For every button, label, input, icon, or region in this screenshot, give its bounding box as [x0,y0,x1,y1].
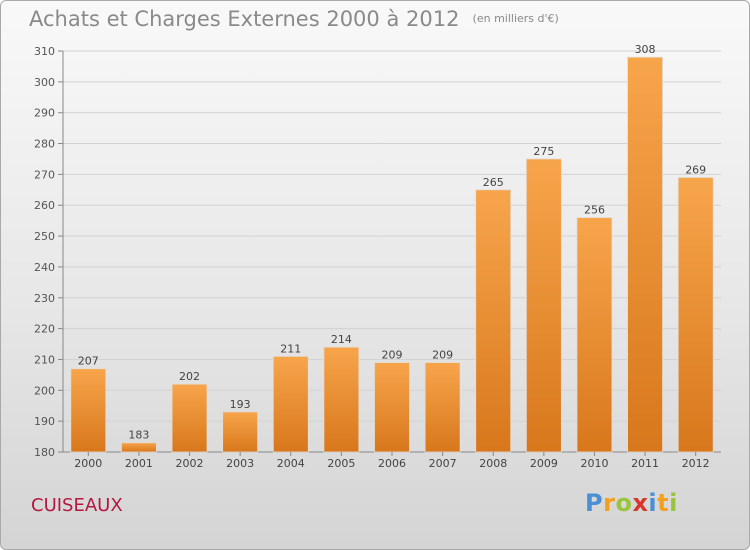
y-tick-label: 180 [34,446,55,459]
y-tick-label: 230 [34,292,55,305]
bar-value-label: 214 [331,333,352,346]
bar-value-label: 202 [179,370,200,383]
chart-title: Achats et Charges Externes 2000 à 2012 [29,7,460,31]
bar-value-label: 269 [685,163,706,176]
bar [272,355,309,453]
y-tick-label: 300 [34,76,55,89]
y-tick-label: 200 [34,384,55,397]
x-tick-label: 2012 [682,457,710,470]
y-tick-label: 270 [34,168,55,181]
bar [475,189,512,453]
bar [525,158,562,453]
chart-title-row: Achats et Charges Externes 2000 à 2012 (… [29,7,559,31]
x-tick-label: 2010 [580,457,608,470]
x-tick-label: 2003 [226,457,254,470]
bar-value-label: 193 [230,398,251,411]
x-tick-label: 2000 [74,457,102,470]
logo-letter: i [669,489,678,517]
bar [627,56,663,453]
bar [70,368,107,453]
proxiti-logo: Proxiti [585,489,678,517]
logo-letter: i [648,489,658,517]
bar-value-label: 265 [483,176,504,189]
y-tick-label: 260 [34,199,55,212]
x-tick-label: 2001 [125,457,153,470]
bar [677,177,714,453]
bar-value-label: 209 [382,349,403,362]
x-tick-label: 2011 [631,457,659,470]
bar-value-label: 207 [78,355,99,368]
y-tick-label: 250 [34,230,55,243]
x-tick-label: 2009 [530,457,558,470]
bar [121,442,157,453]
y-tick-label: 240 [34,261,55,274]
x-tick-label: 2007 [429,457,457,470]
x-tick-label: 2005 [327,457,355,470]
y-tick-label: 210 [34,353,55,366]
chart-subtitle: (en milliers d'€) [472,12,559,25]
bar-value-label: 211 [280,342,301,355]
logo-letter: P [585,489,604,517]
bar [323,346,360,453]
logo-letter: o [615,489,633,517]
bar-value-label: 209 [432,349,453,362]
y-tick-label: 190 [34,415,55,428]
logo-letter: x [632,489,649,517]
town-name: CUISEAUX [31,495,123,516]
bar [424,362,461,453]
y-tick-label: 220 [34,323,55,336]
y-tick-label: 310 [34,45,55,58]
logo-letter: r [603,489,616,517]
x-tick-label: 2008 [479,457,507,470]
logo-letter: t [657,489,670,517]
bar-value-label: 183 [128,429,149,442]
y-tick-label: 280 [34,138,55,151]
x-tick-label: 2004 [277,457,305,470]
x-tick-label: 2006 [378,457,406,470]
bar-value-label: 275 [533,145,554,158]
bar [171,383,208,453]
bar [222,411,259,453]
bar-value-label: 256 [584,204,605,217]
x-tick-label: 2002 [176,457,204,470]
y-tick-label: 290 [34,107,55,120]
bar-value-label: 308 [635,43,656,56]
bar [576,217,613,453]
bar [374,362,410,453]
